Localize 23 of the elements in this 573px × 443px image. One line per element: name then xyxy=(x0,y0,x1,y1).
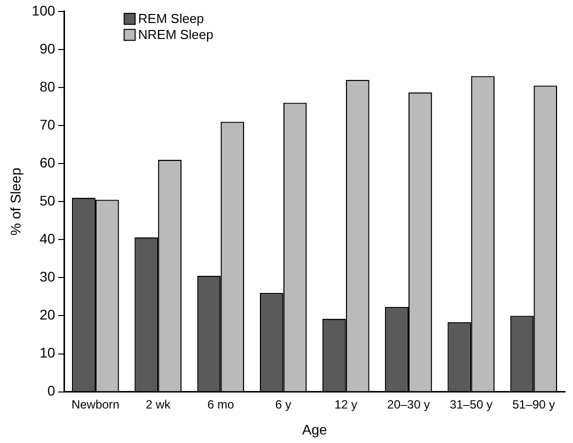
y-tick-label: 100 xyxy=(32,2,56,18)
x-tick-label: 6 y xyxy=(275,397,292,412)
y-tick-label: 0 xyxy=(47,382,56,399)
y-tick-label: 80 xyxy=(40,78,56,94)
x-tick-label: 20–30 y xyxy=(387,397,430,412)
y-tick-label: 60 xyxy=(40,154,56,170)
y-tick-label: 30 xyxy=(40,268,56,285)
x-tick-label: 51–90 y xyxy=(512,397,556,412)
y-tick-label: 90 xyxy=(40,40,56,56)
x-tick-label: 12 y xyxy=(334,397,358,412)
legend-label: NREM Sleep xyxy=(138,26,214,42)
y-tick-label: 10 xyxy=(40,344,56,361)
x-tick-label: 2 wk xyxy=(146,397,172,412)
x-tick-label: 6 mo xyxy=(207,397,234,412)
x-tick-label: 31–50 y xyxy=(450,397,492,412)
x-axis-title: Age xyxy=(302,421,328,438)
y-tick-label: 20 xyxy=(40,306,56,323)
y-tick-label: 70 xyxy=(40,116,56,132)
y-axis-title: % of Sleep xyxy=(7,168,24,236)
x-tick-label: Newborn xyxy=(71,397,120,412)
legend-label: REM Sleep xyxy=(138,10,204,26)
y-tick-label: 50 xyxy=(40,192,56,208)
y-tick-label: 40 xyxy=(40,230,56,246)
